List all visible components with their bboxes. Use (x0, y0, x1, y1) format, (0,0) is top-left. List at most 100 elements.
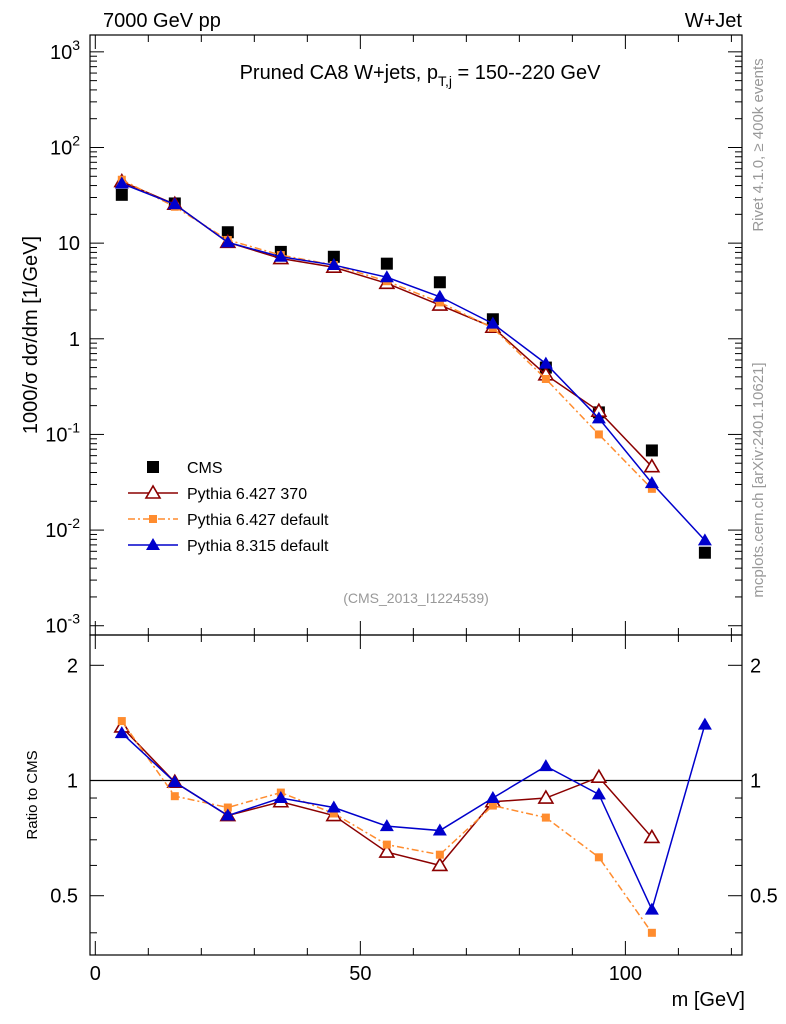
ratio-point-py8 (432, 823, 447, 836)
ratio-point-py8 (114, 726, 129, 739)
ratio-point-py6_def (594, 853, 603, 862)
analysis-id: (CMS_2013_I1224539) (343, 590, 489, 606)
series-line-py6_def (121, 179, 653, 490)
ratio-point-py6_def (541, 813, 550, 822)
ratio-point-py8 (485, 791, 500, 804)
title-main: Pruned CA8 W+jets, p (240, 62, 438, 84)
ratio-point-py8 (220, 808, 235, 821)
y-tick-base: 10 (45, 616, 67, 638)
data-point-py8 (485, 316, 500, 329)
ratio-point-py6_370 (590, 768, 608, 784)
data-point-py8 (167, 197, 182, 210)
legend-marker-py8 (146, 538, 160, 550)
y-tick-label: 1 (69, 329, 80, 351)
y-tick-exponent: -1 (68, 419, 81, 435)
ratio-point-py8 (697, 717, 712, 730)
data-point-cms (115, 188, 128, 201)
ratio-y-tick-label-right: 0.5 (750, 886, 778, 908)
ratio-point-py6_370 (643, 828, 661, 844)
y-tick-base: 10 (50, 42, 72, 64)
data-point-py6_def (541, 374, 550, 383)
y-tick-exponent: 3 (72, 37, 80, 53)
data-point-py8 (697, 533, 712, 546)
data-point-py6_def (435, 298, 444, 307)
y-tick-label: 10-1 (45, 419, 80, 446)
title-range: = 150--220 GeV (452, 62, 601, 84)
y-tick-label: 103 (50, 37, 80, 64)
ratio-point-py6_370 (378, 843, 396, 858)
y-tick-label: 10-3 (45, 611, 80, 638)
x-axis-label: m [GeV] (672, 989, 745, 1011)
y-tick-label: 10-2 (45, 515, 80, 542)
ratio-point-py6_def (117, 717, 126, 726)
data-point-py8 (538, 356, 553, 369)
ratio-point-py8 (167, 775, 182, 788)
ratio-point-py6_def (382, 840, 391, 849)
series-line-py8 (121, 182, 706, 541)
legend-label-py8: Pythia 8.315 default (187, 538, 329, 555)
legend: CMS Pythia 6.427 370 Pythia 6.427 default P… (128, 460, 329, 555)
series-line-py6_370 (121, 180, 653, 468)
y-tick-base: 10 (50, 137, 72, 159)
ratio-point-py8 (644, 902, 659, 915)
y-tick-exponent: -3 (68, 611, 81, 627)
legend-marker-py6_def (149, 515, 157, 523)
ratio-point-py8 (538, 759, 553, 772)
y-axis-label-ratio: Ratio to CMS (24, 750, 41, 839)
ratio-y-tick-label-right: 2 (750, 655, 761, 677)
data-point-py8 (326, 258, 341, 271)
legend-label-py6_370: Pythia 6.427 370 (187, 486, 307, 503)
data-point-py8 (379, 270, 394, 283)
y-tick-label: 102 (50, 132, 80, 159)
data-point-py6_def (594, 430, 603, 439)
data-point-py6_def (647, 484, 656, 493)
data-point-cms (645, 444, 658, 457)
ratio-point-py6_370 (431, 856, 449, 872)
energy-label: 7000 GeV pp (103, 10, 221, 32)
process-label: W+Jet (685, 10, 743, 32)
ratio-y-tick-label: 2 (67, 655, 78, 677)
y-tick-label: 10 (58, 233, 80, 255)
ratio-point-py6_370 (537, 789, 555, 804)
plot-title: Pruned CA8 W+jets, pT,j = 150--220 GeV (240, 62, 602, 89)
data-point-py8 (273, 249, 288, 262)
legend-marker-cms (147, 461, 159, 473)
ratio-point-py8 (591, 787, 606, 800)
ratio-y-tick-label: 1 (67, 771, 78, 793)
y-tick-exponent: -2 (68, 515, 81, 531)
data-point-cms (433, 276, 446, 289)
side-label-mcplots: mcplots.cern.ch [arXiv:2401.10621] (750, 362, 767, 597)
y-tick-base: 10 (45, 520, 67, 542)
ratio-point-py6_def (170, 792, 179, 801)
title-subscript: T,j (438, 73, 452, 89)
y-tick-base: 10 (45, 424, 67, 446)
legend-label-cms: CMS (187, 460, 223, 477)
side-label-rivet: Rivet 4.1.0, ≥ 400k events (750, 58, 767, 231)
legend-marker-py6_370 (144, 484, 162, 499)
x-tick-label: 0 (90, 963, 101, 985)
y-tick-exponent: 2 (72, 132, 80, 148)
ratio-point-py6_def (223, 803, 232, 812)
data-point-cms (380, 257, 393, 270)
data-point-py8 (591, 411, 606, 424)
ratio-point-py6_def (435, 850, 444, 859)
ratio-point-py6_def (647, 928, 656, 937)
ratio-point-py6_def (488, 801, 497, 810)
ratio-line-py8 (121, 724, 706, 912)
data-point-cms (221, 226, 234, 239)
ratio-point-py8 (379, 819, 394, 832)
ratio-point-py8 (326, 800, 341, 813)
data-point-cms (327, 250, 340, 263)
y-axis-label-main: 1000/σ dσ/dm [1/GeV] (20, 236, 42, 434)
ratio-point-py6_def (329, 809, 338, 818)
data-point-py6_370 (643, 458, 661, 473)
x-tick-label: 100 (609, 963, 642, 985)
data-point-py8 (220, 235, 235, 248)
data-point-cms (698, 546, 711, 559)
ratio-y-tick-label-right: 1 (750, 771, 761, 793)
x-tick-label: 50 (349, 963, 371, 985)
ratio-point-py8 (273, 791, 288, 804)
ratio-y-tick-label: 0.5 (50, 886, 78, 908)
